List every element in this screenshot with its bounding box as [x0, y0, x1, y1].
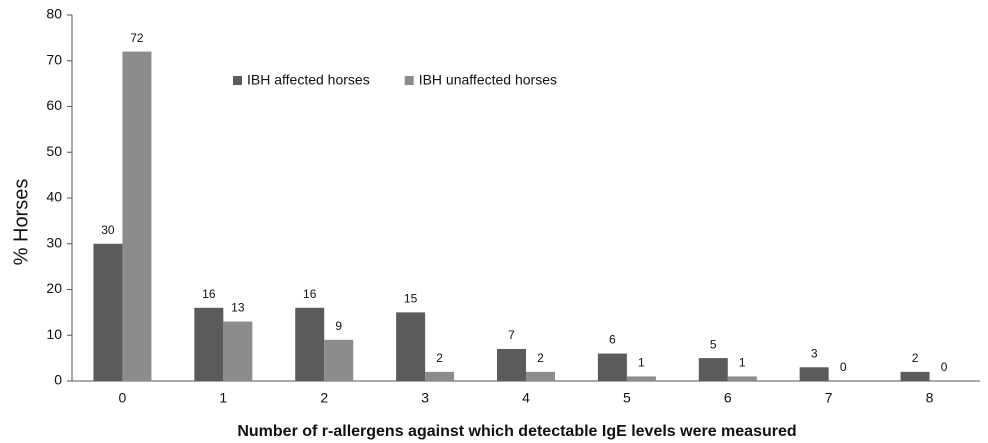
legend-label: IBH affected horses [247, 72, 370, 88]
data-label: 0 [941, 360, 948, 374]
x-tick-label: 7 [825, 390, 833, 406]
data-label: 15 [404, 292, 418, 306]
data-label: 9 [335, 319, 342, 333]
bar [497, 348, 526, 381]
bar [698, 358, 728, 381]
data-label: 72 [130, 31, 144, 45]
y-tick-label: 80 [46, 6, 62, 22]
data-label: 13 [231, 301, 245, 315]
bar [93, 243, 123, 381]
x-tick-label: 6 [724, 390, 732, 406]
x-tick-label: 0 [119, 390, 127, 406]
bar [626, 376, 656, 381]
data-label: 30 [101, 223, 115, 237]
bar [799, 367, 829, 381]
y-tick-label: 40 [46, 189, 62, 205]
legend-swatch [233, 76, 242, 85]
y-tick-label: 20 [46, 280, 62, 296]
legend-label: IBH unaffected horses [419, 72, 557, 88]
y-tick-label: 50 [46, 143, 62, 159]
x-tick-label: 3 [421, 390, 429, 406]
data-label: 5 [710, 337, 717, 351]
y-tick-label: 30 [46, 234, 62, 250]
bar [223, 321, 253, 381]
data-label: 16 [202, 287, 216, 301]
data-label: 2 [537, 351, 544, 365]
bar [526, 371, 555, 381]
bar [900, 371, 930, 381]
bar [122, 51, 152, 381]
data-label: 6 [609, 333, 616, 347]
data-label: 0 [840, 360, 847, 374]
bar [295, 307, 325, 381]
data-label: 16 [303, 287, 317, 301]
bar [194, 307, 224, 381]
data-label: 1 [638, 356, 645, 370]
x-tick-label: 8 [926, 390, 934, 406]
x-axis-label: Number of r-allergens against which dete… [237, 423, 796, 440]
y-tick-label: 60 [46, 97, 62, 113]
bar [597, 353, 627, 381]
data-label: 1 [739, 356, 746, 370]
data-label: 3 [811, 346, 818, 360]
data-label: 2 [912, 351, 919, 365]
y-tick-label: 0 [54, 372, 62, 388]
y-tick-label: 70 [46, 51, 62, 67]
bar [396, 312, 426, 381]
data-label: 7 [508, 328, 515, 342]
x-tick-label: 4 [522, 390, 530, 406]
bar [727, 376, 757, 381]
y-axis-label: % Horses [10, 179, 32, 266]
bar [324, 339, 354, 381]
legend-swatch [404, 76, 414, 85]
data-label: 2 [436, 351, 443, 365]
y-tick-label: 10 [46, 326, 62, 342]
bar [425, 371, 455, 381]
x-tick-label: 1 [219, 390, 227, 406]
x-tick-label: 5 [623, 390, 631, 406]
x-tick-label: 2 [320, 390, 328, 406]
